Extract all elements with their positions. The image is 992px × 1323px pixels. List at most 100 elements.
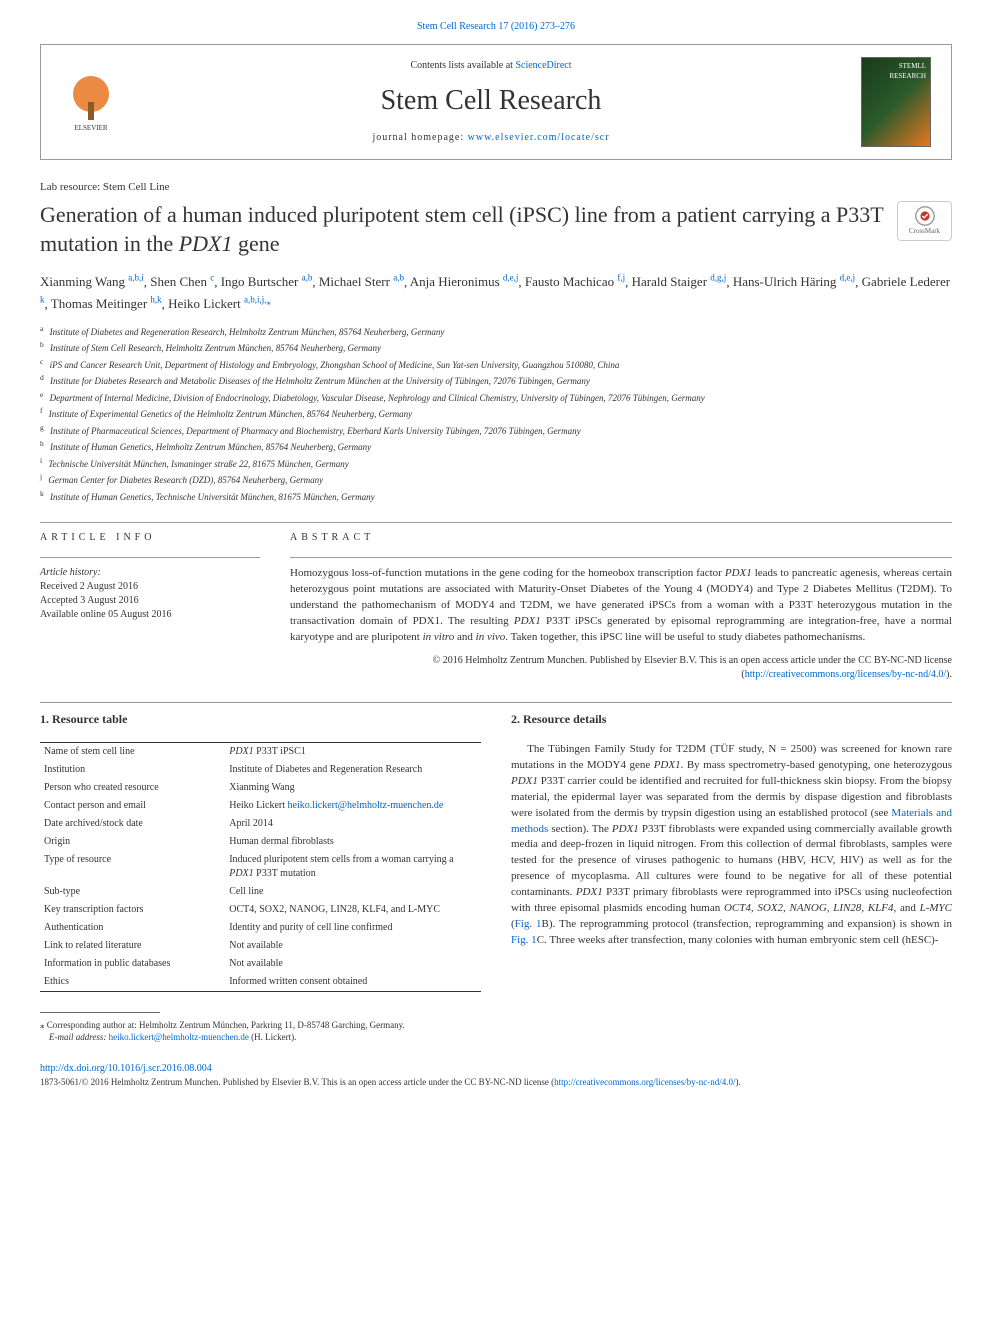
table-value: Cell line <box>225 883 481 901</box>
author: Hans-Ulrich Häring d,e,j <box>733 274 855 289</box>
affiliation: f Institute of Experimental Genetics of … <box>40 405 952 422</box>
received-date: Received 2 August 2016 <box>40 580 260 594</box>
abstract-column: abstract Homozygous loss-of-function mut… <box>290 531 952 682</box>
abstract-text: Homozygous loss-of-function mutations in… <box>290 566 952 646</box>
right-column: 2. Resource details The Tübingen Family … <box>511 711 952 1044</box>
corresponding-author-footnote: ⁎ Corresponding author at: Helmholtz Zen… <box>40 1019 481 1032</box>
author: Michael Sterr a,b <box>319 274 404 289</box>
table-value: Induced pluripotent stem cells from a wo… <box>225 851 481 883</box>
table-value: Heiko Lickert heiko.lickert@helmholtz-mu… <box>225 797 481 815</box>
affiliation-ref[interactable]: k <box>40 295 45 305</box>
sciencedirect-link[interactable]: ScienceDirect <box>515 60 571 71</box>
affiliation-ref[interactable]: a,b <box>302 273 313 283</box>
top-citation: Stem Cell Research 17 (2016) 273–276 <box>40 20 952 34</box>
divider <box>40 702 952 703</box>
table-label: Person who created resource <box>40 779 225 797</box>
author-list: Xianming Wang a,b,i, Shen Chen c, Ingo B… <box>40 271 952 315</box>
table-label: Ethics <box>40 973 225 992</box>
crossmark-icon <box>914 205 936 227</box>
table-row: Sub-typeCell line <box>40 883 481 901</box>
title-gene: PDX1 <box>179 231 233 256</box>
table-row: EthicsInformed written consent obtained <box>40 973 481 992</box>
affiliation-ref[interactable]: f,j <box>617 273 625 283</box>
citation-link[interactable]: Stem Cell Research 17 (2016) 273–276 <box>417 21 575 32</box>
affiliation-ref[interactable]: a,b,i <box>128 273 144 283</box>
table-value: Institute of Diabetes and Regeneration R… <box>225 761 481 779</box>
online-date: Available online 05 August 2016 <box>40 608 260 622</box>
author: Ingo Burtscher a,b <box>221 274 313 289</box>
abstract-heading: abstract <box>290 531 952 545</box>
table-value: Not available <box>225 937 481 955</box>
affiliation: k Institute of Human Genetics, Technisch… <box>40 488 952 505</box>
table-row: Key transcription factorsOCT4, SOX2, NAN… <box>40 901 481 919</box>
affiliation: g Institute of Pharmaceutical Sciences, … <box>40 422 952 439</box>
homepage-prefix: journal homepage: <box>372 132 467 143</box>
table-value: Identity and purity of cell line confirm… <box>225 919 481 937</box>
affiliation-ref[interactable]: d,g,j <box>710 273 726 283</box>
figure-link[interactable]: Fig. 1 <box>511 934 537 946</box>
cc-license-link[interactable]: http://creativecommons.org/licenses/by-n… <box>745 669 946 680</box>
article-title: Generation of a human induced pluripoten… <box>40 201 885 258</box>
table-label: Name of stem cell line <box>40 742 225 761</box>
table-row: InstitutionInstitute of Diabetes and Reg… <box>40 761 481 779</box>
affiliation: e Department of Internal Medicine, Divis… <box>40 389 952 406</box>
affiliation: h Institute of Human Genetics, Helmholtz… <box>40 438 952 455</box>
divider <box>40 522 952 523</box>
table-value: Xianming Wang <box>225 779 481 797</box>
table-row: Type of resourceInduced pluripotent stem… <box>40 851 481 883</box>
affiliation: c iPS and Cancer Research Unit, Departme… <box>40 356 952 373</box>
accepted-date: Accepted 3 August 2016 <box>40 594 260 608</box>
author: Anja Hieronimus d,e,j <box>410 274 519 289</box>
table-label: Institution <box>40 761 225 779</box>
journal-header: ELSEVIER Contents lists available at Sci… <box>40 44 952 160</box>
table-value: PDX1 P33T iPSC1 <box>225 742 481 761</box>
author: Thomas Meitinger h,k <box>51 296 162 311</box>
doi-link[interactable]: http://dx.doi.org/10.1016/j.scr.2016.08.… <box>40 1063 212 1074</box>
affiliation: d Institute for Diabetes Research and Me… <box>40 372 952 389</box>
affiliation-ref[interactable]: a,b,i,j, <box>244 295 267 305</box>
affiliation-list: a Institute of Diabetes and Regeneration… <box>40 323 952 505</box>
history-label: Article history: <box>40 566 260 580</box>
methods-link[interactable]: Materials and methods <box>511 807 952 835</box>
affiliation-ref[interactable]: a,b <box>393 273 404 283</box>
affiliation-ref[interactable]: d,e,j <box>840 273 856 283</box>
affiliation: j German Center for Diabetes Research (D… <box>40 471 952 488</box>
resource-details-heading: 2. Resource details <box>511 711 952 728</box>
article-info-heading: article info <box>40 531 260 545</box>
contents-prefix: Contents lists available at <box>410 60 515 71</box>
table-label: Contact person and email <box>40 797 225 815</box>
abstract-copyright: © 2016 Helmholtz Zentrum Munchen. Publis… <box>290 654 952 682</box>
table-row: Link to related literatureNot available <box>40 937 481 955</box>
figure-link[interactable]: Fig. 1 <box>515 918 542 930</box>
table-value: Human dermal fibroblasts <box>225 833 481 851</box>
divider <box>40 557 260 558</box>
elsevier-tree-icon: ELSEVIER <box>66 72 116 132</box>
email-label: E-mail address: <box>49 1032 109 1042</box>
table-row: Contact person and emailHeiko Lickert he… <box>40 797 481 815</box>
affiliation: i Technische Universität München, Ismani… <box>40 455 952 472</box>
doi-line: http://dx.doi.org/10.1016/j.scr.2016.08.… <box>40 1062 952 1076</box>
footnote-separator <box>40 1012 160 1013</box>
affiliation-ref[interactable]: d,e,j <box>503 273 519 283</box>
journal-homepage: journal homepage: www.elsevier.com/locat… <box>121 131 861 145</box>
footer-cc-link[interactable]: http://creativecommons.org/licenses/by-n… <box>554 1077 735 1087</box>
author: Fausto Machicao f,j <box>525 274 625 289</box>
affiliation-ref[interactable]: c <box>210 273 214 283</box>
table-value: Not available <box>225 955 481 973</box>
footer-pre: 1873-5061/© 2016 Helmholtz Zentrum Munch… <box>40 1077 554 1087</box>
table-label: Link to related literature <box>40 937 225 955</box>
svg-text:ELSEVIER: ELSEVIER <box>74 124 107 132</box>
resource-details-body: The Tübingen Family Study for T2DM (TÜF … <box>511 742 952 949</box>
table-label: Key transcription factors <box>40 901 225 919</box>
corr-email-link[interactable]: heiko.lickert@helmholtz-muenchen.de <box>109 1032 249 1042</box>
resource-table-heading: 1. Resource table <box>40 711 481 728</box>
header-center: Contents lists available at ScienceDirec… <box>121 59 861 144</box>
affiliation-ref[interactable]: h,k <box>150 295 161 305</box>
table-label: Date archived/stock date <box>40 815 225 833</box>
homepage-link[interactable]: www.elsevier.com/locate/scr <box>468 132 610 143</box>
article-info-column: article info Article history: Received 2… <box>40 531 260 682</box>
table-row: Person who created resourceXianming Wang <box>40 779 481 797</box>
crossmark-badge[interactable]: CrossMark <box>897 201 952 241</box>
article-type: Lab resource: Stem Cell Line <box>40 180 952 195</box>
table-row: Information in public databasesNot avail… <box>40 955 481 973</box>
